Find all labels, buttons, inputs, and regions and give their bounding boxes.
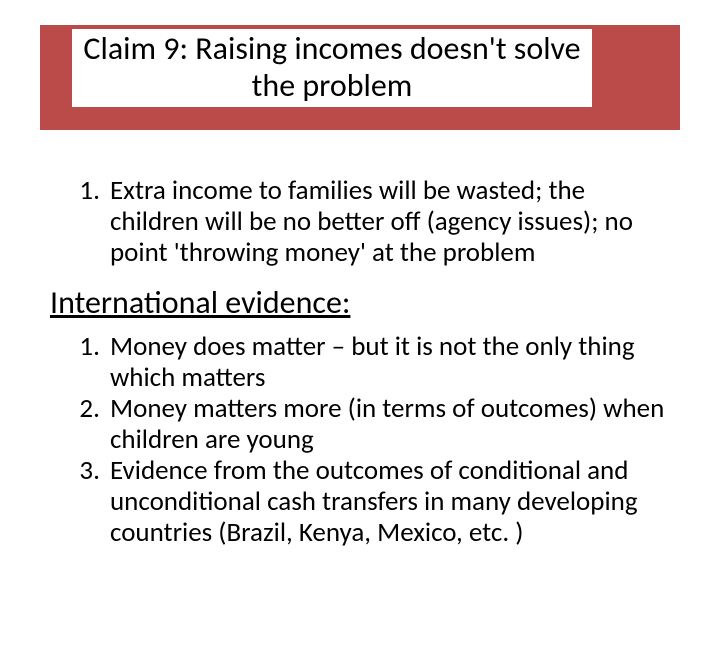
- slide-title: Claim 9: Raising incomes doesn't solve t…: [76, 31, 588, 105]
- content-area: Extra income to families will be wasted;…: [50, 175, 670, 548]
- list-item: Extra income to families will be wasted;…: [106, 175, 670, 268]
- list-item: Evidence from the outcomes of conditiona…: [106, 455, 670, 548]
- title-box: Claim 9: Raising incomes doesn't solve t…: [72, 29, 592, 107]
- evidence-list: Money does matter – but it is not the on…: [50, 331, 670, 548]
- section-heading: International evidence:: [50, 284, 670, 322]
- list-item: Money does matter – but it is not the on…: [106, 331, 670, 393]
- claim-list: Extra income to families will be wasted;…: [50, 175, 670, 268]
- list-item: Money matters more (in terms of outcomes…: [106, 393, 670, 455]
